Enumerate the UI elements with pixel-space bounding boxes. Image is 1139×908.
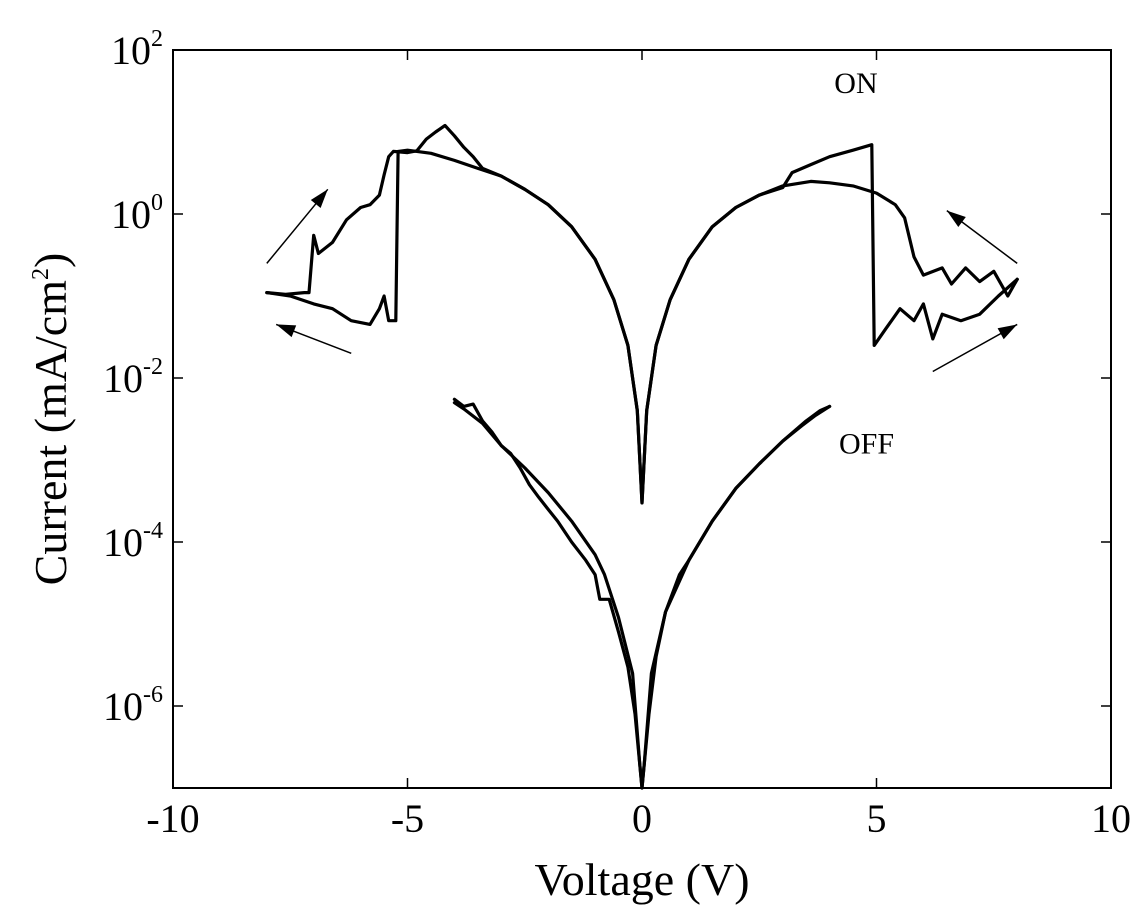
annotations: ON OFF [834,67,894,461]
y-tick-exponent: 0 [151,190,163,216]
y-tick-base: 10 [103,356,143,401]
sweep-arrow-head [276,324,297,338]
y-tick-label: 10-4 [103,518,163,565]
x-axis-title: Voltage (V) [534,854,749,905]
y-tick-label: 10-6 [103,682,163,729]
x-tick-label: 0 [632,796,652,841]
annotation-on: ON [834,67,877,100]
tick-marks [172,49,1112,788]
sweep-arrow-head [310,189,328,208]
y-axis-title-superscript: 2 [28,268,54,280]
series-line-1 [265,123,1019,505]
y-tick-exponent: -4 [143,518,163,544]
sweep-arrows [266,188,1018,373]
series-line-3 [452,397,832,790]
y-tick-exponent: -6 [143,682,163,708]
sweep-arrow-head [997,324,1018,340]
y-tick-base: 10 [111,28,151,73]
y-tick-exponent: 2 [151,26,163,52]
y-axis-title: Current (mA/cm2) [25,253,76,586]
y-tick-base: 10 [103,520,143,565]
y-tick-base: 10 [111,192,151,237]
x-tick-label: -5 [391,796,424,841]
y-axis-title-main: Current (mA/cm [25,280,76,586]
x-tick-label: 5 [867,796,887,841]
data-curves [265,123,1019,790]
series-line-2 [265,148,1019,505]
y-tick-label: 100 [111,190,163,237]
y-tick-label: 10-2 [103,354,163,401]
x-tick-labels: -10 -5 0 5 10 [146,796,1131,841]
series-line-4 [452,401,832,790]
x-tick-label: -10 [146,796,199,841]
y-tick-base: 10 [103,684,143,729]
x-tick-label: 10 [1091,796,1131,841]
sweep-arrow-head [946,210,966,227]
y-tick-exponent: -2 [143,354,163,380]
annotation-off: OFF [839,428,894,461]
plot-frame [172,49,1112,789]
y-axis-title-tail: ) [25,253,76,268]
y-tick-label: 102 [111,26,163,73]
